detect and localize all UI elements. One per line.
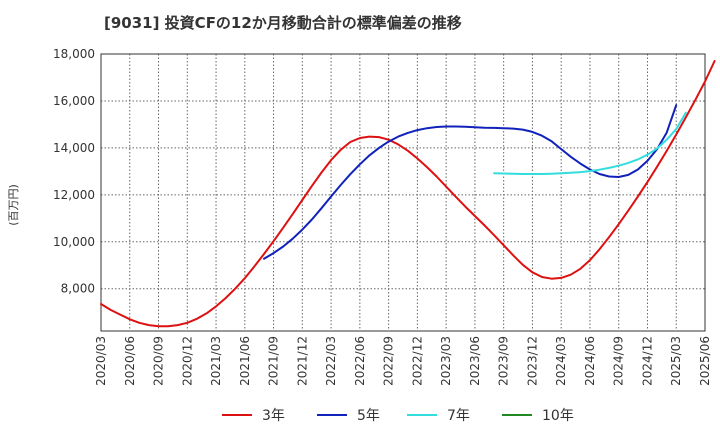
x-tick-label: 2023/06 xyxy=(468,336,482,386)
x-tick-label: 2024/03 xyxy=(554,336,568,386)
x-tick-label: 2020/06 xyxy=(123,336,137,386)
plot-area-frame xyxy=(100,53,706,332)
x-tick-label: 2024/12 xyxy=(640,336,654,386)
y-tick-label: 8,000 xyxy=(61,282,95,296)
series-line xyxy=(263,104,678,260)
series-line xyxy=(493,111,687,175)
grid-lines xyxy=(100,53,706,331)
x-tick-label: 2020/12 xyxy=(180,336,194,386)
x-tick-label: 2025/06 xyxy=(698,336,712,386)
x-tick-label: 2022/12 xyxy=(410,336,424,386)
legend: 3年 5年 7年 10年 xyxy=(222,408,574,424)
x-tick-label: 2024/09 xyxy=(612,336,626,386)
plot-border xyxy=(100,53,706,332)
series-line xyxy=(100,60,716,328)
y-tick-label: 10,000 xyxy=(53,235,95,249)
x-tick-label: 2023/12 xyxy=(525,336,539,386)
x-tick-label: 2020/09 xyxy=(152,336,166,386)
x-tick-label: 2021/06 xyxy=(238,336,252,386)
legend-label: 3年 xyxy=(262,408,285,424)
x-tick-label: 2025/03 xyxy=(669,336,683,386)
x-axis-ticks: 2020/03 2020/06 2020/09 2020/12 2021/03 2021/… xyxy=(94,336,712,386)
x-tick-label: 2021/09 xyxy=(267,336,281,386)
x-tick-label: 2020/03 xyxy=(94,336,108,386)
y-tick-label: 18,000 xyxy=(53,47,95,61)
x-tick-label: 2023/03 xyxy=(439,336,453,386)
x-tick-label: 2023/09 xyxy=(497,336,511,386)
x-tick-label: 2024/06 xyxy=(583,336,597,386)
legend-label: 7年 xyxy=(447,408,470,424)
x-tick-label: 2022/09 xyxy=(382,336,396,386)
y-tick-label: 16,000 xyxy=(53,94,95,108)
legend-label: 10年 xyxy=(542,408,574,424)
x-tick-label: 2021/12 xyxy=(295,336,309,386)
y-axis-label: (百万円) xyxy=(7,184,20,226)
x-tick-label: 2022/03 xyxy=(324,336,338,386)
y-tick-label: 14,000 xyxy=(53,141,95,155)
legend-label: 5年 xyxy=(357,408,380,424)
y-axis-ticks: 8,000 10,000 12,000 14,000 16,000 18,000 xyxy=(53,47,95,296)
x-tick-label: 2021/03 xyxy=(209,336,223,386)
series-lines xyxy=(100,60,716,328)
chart-title: [9031] 投資CFの12か月移動合計の標準偏差の推移 xyxy=(104,14,462,32)
x-tick-label: 2022/06 xyxy=(353,336,367,386)
y-tick-label: 12,000 xyxy=(53,188,95,202)
